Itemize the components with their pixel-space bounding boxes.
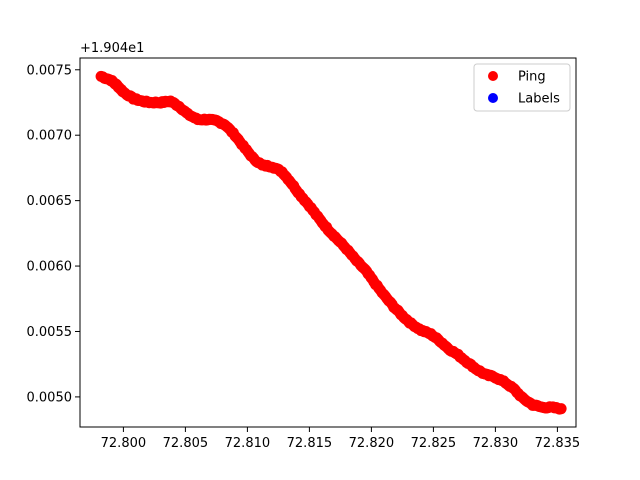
y-tick-label: 0.0075	[27, 63, 73, 78]
series-ping	[95, 70, 567, 415]
legend-label: Labels	[518, 92, 560, 107]
x-tick-label: 72.835	[535, 436, 581, 451]
legend-label: Ping	[518, 70, 546, 85]
y-offset-label: +1.904e1	[80, 41, 144, 56]
x-tick-label: 72.800	[101, 436, 147, 451]
legend-box	[473, 63, 571, 112]
y-tick-label: 0.0050	[27, 390, 73, 405]
plot-area	[95, 70, 567, 415]
legend-marker	[488, 71, 498, 81]
legend-marker	[488, 93, 498, 103]
y-tick-label: 0.0060	[27, 260, 73, 275]
x-tick-label: 72.810	[225, 436, 271, 451]
legend: Ping Labels	[473, 63, 571, 112]
y-axis: 0.0050 0.0055 0.0060 0.0065 0.0070 0.0075	[27, 63, 80, 405]
x-axis: 72.800 72.805 72.810 72.815 72.820 72.825 72.8…	[101, 427, 581, 451]
x-tick-label: 72.820	[349, 436, 395, 451]
x-tick-label: 72.805	[163, 436, 209, 451]
y-tick-label: 0.0070	[27, 129, 73, 144]
x-tick-label: 72.830	[473, 436, 519, 451]
x-tick-label: 72.825	[411, 436, 457, 451]
y-tick-label: 0.0055	[27, 325, 73, 340]
axes-frame	[79, 57, 577, 428]
data-point	[555, 403, 567, 415]
x-tick-label: 72.815	[287, 436, 333, 451]
y-tick-label: 0.0065	[27, 194, 73, 209]
